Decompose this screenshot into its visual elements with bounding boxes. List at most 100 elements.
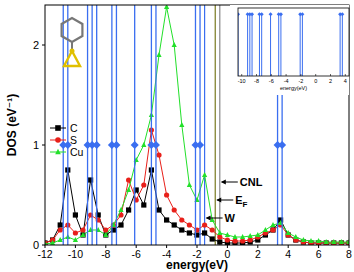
marker [293, 234, 298, 239]
marker [316, 238, 321, 243]
x-tick-label: 8 [346, 248, 352, 260]
frame [45, 5, 349, 245]
marker [196, 141, 204, 149]
y-tick-label: 2 [33, 39, 39, 51]
inset-stick [261, 14, 262, 76]
marker [202, 230, 207, 235]
marker [164, 217, 169, 222]
marker [126, 207, 131, 212]
inset-stick [300, 14, 301, 76]
atom-s [70, 49, 75, 54]
inset-stick [342, 14, 343, 76]
x-tick-label: -12 [37, 248, 52, 260]
marker [260, 12, 264, 16]
legend-label: S [70, 134, 77, 146]
marker [217, 239, 222, 244]
inset-x-tick-label: 4 [344, 78, 347, 84]
marker [93, 141, 101, 149]
inset-x-tick-label: -2 [298, 78, 303, 84]
marker [210, 236, 215, 241]
inset-x-tick [315, 74, 316, 76]
annotation-label: W [225, 212, 236, 224]
annotation-line [204, 5, 205, 245]
chart: -12-10-8-6-4-202468012energy(eV)DOS (eV⁻… [0, 0, 354, 272]
marker [80, 232, 85, 237]
molecule-icon [62, 18, 83, 66]
marker [141, 202, 146, 207]
annotation-line [215, 5, 216, 245]
marker [210, 227, 215, 232]
inset-stick [247, 14, 248, 76]
marker [172, 222, 177, 227]
level-line [151, 5, 152, 245]
level-line [155, 5, 156, 245]
marker [340, 12, 344, 16]
marker [164, 192, 169, 197]
marker [141, 182, 146, 187]
inset-stick [340, 14, 341, 76]
marker [278, 141, 286, 149]
marker [73, 237, 78, 242]
marker [225, 232, 230, 237]
inset-x-tick-label: -6 [269, 78, 274, 84]
marker [156, 52, 161, 57]
legend-label: C [70, 122, 78, 134]
marker [217, 230, 222, 235]
inset-x-axis-label: energy(eV) [280, 85, 307, 91]
marker [73, 230, 78, 235]
inset-stick [270, 14, 271, 76]
marker [50, 240, 55, 245]
inset-stick [278, 14, 279, 76]
marker [308, 238, 313, 243]
marker [80, 227, 85, 232]
inset-x-tick-label: -8 [254, 78, 259, 84]
marker [179, 122, 184, 127]
marker [141, 142, 146, 147]
marker [179, 227, 184, 232]
marker [112, 141, 120, 149]
marker [58, 222, 63, 227]
marker [73, 212, 78, 217]
marker [172, 207, 177, 212]
level-line [116, 5, 117, 245]
y-tick-label: 0 [33, 239, 39, 251]
marker [187, 182, 192, 187]
inset-x-tick [286, 74, 287, 76]
y-axis-label: DOS (eV⁻¹) [5, 94, 19, 156]
marker [232, 234, 237, 239]
marker [131, 141, 139, 149]
series-line [45, 170, 349, 243]
inset-x-tick-label: 0 [314, 78, 317, 84]
inset-frame [238, 8, 349, 76]
inset-x-tick-label: -10 [238, 78, 246, 84]
marker [126, 187, 131, 192]
marker [80, 232, 85, 237]
marker [118, 207, 123, 212]
marker [156, 207, 161, 212]
marker [331, 239, 336, 244]
marker [187, 230, 192, 235]
x-tick-label: -8 [101, 248, 110, 260]
plot-area [45, 5, 349, 245]
marker [202, 222, 207, 227]
marker [164, 5, 169, 9]
benzene-ring [62, 18, 83, 42]
marker [248, 237, 253, 242]
inset-stick [259, 14, 260, 76]
marker [301, 237, 306, 242]
marker [270, 227, 275, 232]
inset-x-tick [330, 74, 331, 76]
marker [58, 227, 63, 232]
marker [152, 141, 160, 149]
inset-stick [280, 14, 281, 76]
inset-x-tick [271, 74, 272, 76]
legend-marker [55, 137, 61, 143]
marker [250, 12, 254, 16]
marker [269, 12, 273, 16]
marker [263, 227, 268, 232]
x-axis-label: energy(eV) [166, 258, 228, 272]
inset-background [230, 5, 349, 95]
annotation-label: CNL [240, 176, 263, 188]
marker [225, 237, 230, 242]
y-tick-label: 1 [33, 139, 39, 151]
